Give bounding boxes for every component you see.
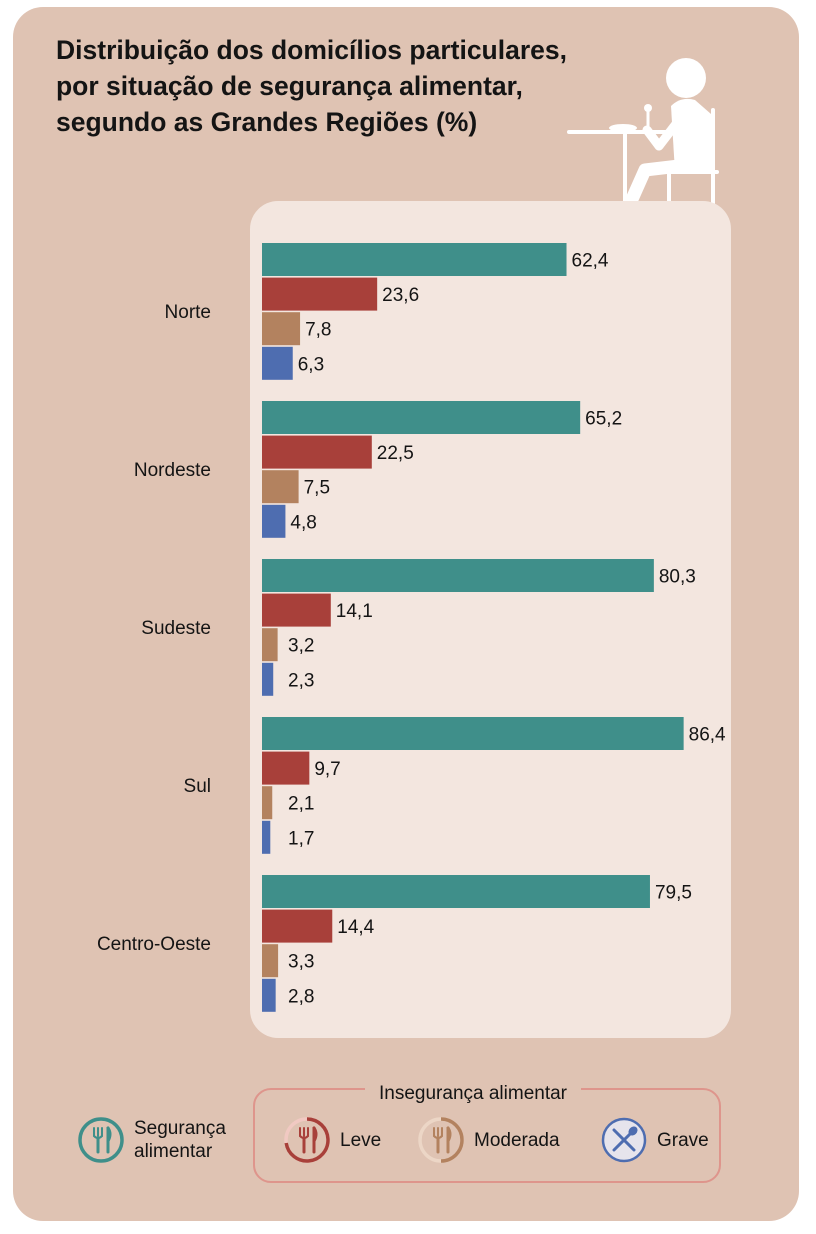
region-label-nordeste: Nordeste xyxy=(134,460,211,481)
value-label-nordeste-leve: 22,5 xyxy=(377,443,414,464)
value-label-sudeste-moderada: 3,2 xyxy=(288,636,314,657)
bar-centro-oeste-seguranca-alimentar xyxy=(262,875,650,908)
title-line: por situação de segurança alimentar, xyxy=(56,71,523,101)
title-line: segundo as Grandes Regiões (%) xyxy=(56,107,478,137)
legend-label: Leve xyxy=(340,1129,382,1151)
value-label-sul-moderada: 2,1 xyxy=(288,794,314,815)
value-label-nordeste-seguranca-alimentar: 65,2 xyxy=(585,409,622,430)
bar-nordeste-grave xyxy=(262,504,286,538)
region-label-sul: Sul xyxy=(184,776,211,797)
legend-item-seguranca: Segurança alimentar xyxy=(77,1116,254,1164)
bar-centro-oeste-leve xyxy=(262,909,333,943)
value-label-norte-leve: 23,6 xyxy=(382,285,419,306)
value-label-nordeste-moderada: 7,5 xyxy=(304,478,330,499)
region-label-centro-oeste: Centro-Oeste xyxy=(97,934,211,955)
legend-label: Moderada xyxy=(474,1129,560,1151)
bar-sudeste-seguranca-alimentar xyxy=(262,559,654,592)
title-line: Distribuição dos domicílios particulares… xyxy=(56,35,567,65)
value-label-sul-leve: 9,7 xyxy=(314,759,340,780)
value-label-norte-grave: 6,3 xyxy=(298,354,324,375)
bar-norte-seguranca-alimentar xyxy=(262,243,567,276)
bar-norte-grave xyxy=(262,346,293,380)
legend-label: Segurança alimentar xyxy=(134,1118,226,1162)
bar-sudeste-grave xyxy=(262,662,274,696)
fork-knife-icon xyxy=(78,1117,124,1163)
crossed-cutlery-icon xyxy=(601,1117,647,1163)
value-label-centro-oeste-seguranca-alimentar: 79,5 xyxy=(655,883,692,904)
value-label-sul-grave: 1,7 xyxy=(288,828,314,849)
value-label-centro-oeste-leve: 14,4 xyxy=(337,917,374,938)
chart-title: Distribuição dos domicílios particulares… xyxy=(56,32,656,140)
region-label-sudeste: Sudeste xyxy=(141,618,211,639)
value-label-centro-oeste-grave: 2,8 xyxy=(288,986,314,1007)
value-label-sudeste-leve: 14,1 xyxy=(336,601,373,622)
bar-sudeste-moderada xyxy=(262,628,278,662)
value-label-centro-oeste-moderada: 3,3 xyxy=(288,952,314,973)
legend-item-moderada: Moderada xyxy=(417,1116,560,1164)
bar-nordeste-leve xyxy=(262,435,372,469)
value-label-sudeste-grave: 2,3 xyxy=(288,670,314,691)
value-label-norte-moderada: 7,8 xyxy=(305,320,331,341)
region-label-norte: Norte xyxy=(165,302,211,323)
value-label-sudeste-seguranca-alimentar: 80,3 xyxy=(659,567,696,588)
fork-knife-icon xyxy=(418,1117,464,1163)
bar-norte-leve xyxy=(262,277,378,311)
bar-sudeste-leve xyxy=(262,593,331,627)
bar-norte-moderada xyxy=(262,312,301,346)
bar-sul-seguranca-alimentar xyxy=(262,717,684,750)
person-at-table-icon xyxy=(567,58,719,213)
value-label-sul-seguranca-alimentar: 86,4 xyxy=(689,725,726,746)
bar-sul-grave xyxy=(262,820,271,854)
bar-chart: Norte 62,4 23,6 7,8 6,3 Nordeste 65,2 22,5 7,5 4,… xyxy=(97,243,726,1012)
value-label-norte-seguranca-alimentar: 62,4 xyxy=(572,251,609,272)
legend-item-leve: Leve xyxy=(283,1116,381,1164)
bar-centro-oeste-moderada xyxy=(262,944,279,978)
fork-knife-icon xyxy=(284,1117,330,1163)
value-label-nordeste-grave: 4,8 xyxy=(290,512,316,533)
bar-nordeste-moderada xyxy=(262,470,299,504)
bar-nordeste-seguranca-alimentar xyxy=(262,401,581,434)
legend-label: Grave xyxy=(657,1129,709,1151)
bar-sul-moderada xyxy=(262,786,273,820)
bar-sul-leve xyxy=(262,751,310,785)
legend-item-grave: Grave xyxy=(600,1116,709,1164)
bar-centro-oeste-grave xyxy=(262,978,276,1012)
insecurity-legend-caption: Insegurança alimentar xyxy=(365,1083,581,1105)
